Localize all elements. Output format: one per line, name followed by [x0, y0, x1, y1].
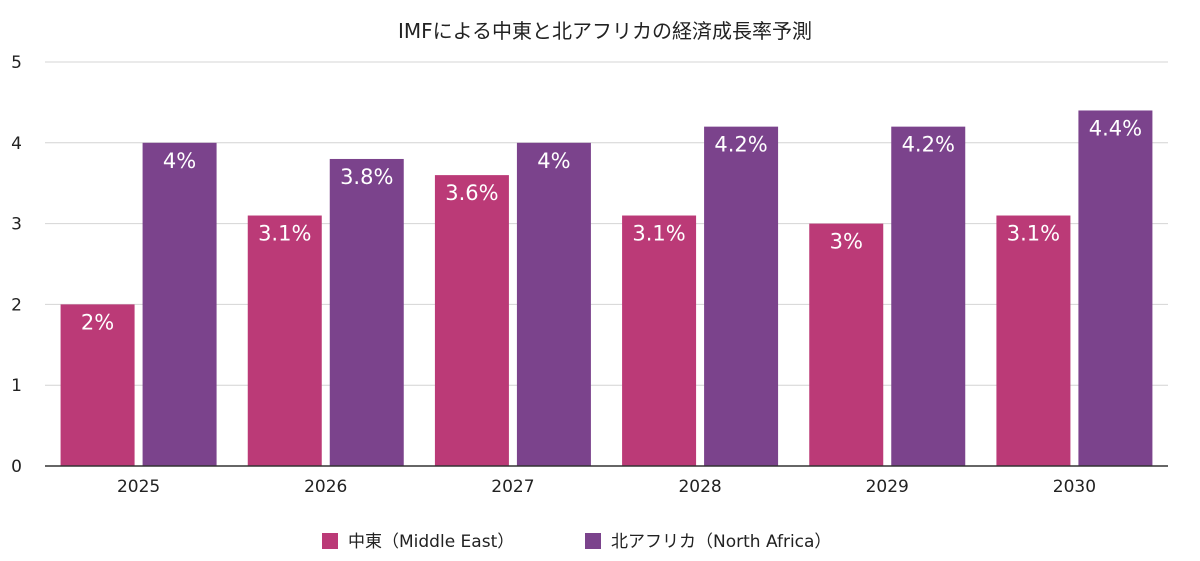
bar-middle-east-2029 [809, 223, 884, 466]
bar-north-africa-2028 [704, 126, 779, 466]
bar-middle-east-2026 [247, 215, 322, 466]
data-label: 3.6% [445, 181, 498, 205]
y-tick-label: 0 [11, 457, 22, 477]
legend-swatch [322, 533, 338, 549]
bar-north-africa-2030 [1078, 110, 1153, 466]
x-axis-ticks: 2025 2026 2027 2028 2029 2030 [117, 477, 1096, 497]
bar-north-africa-2026 [329, 158, 404, 466]
bar-north-africa-2029 [891, 126, 966, 466]
bar-middle-east-2030 [996, 215, 1071, 466]
data-labels: 2% 4% 3.1% 3.8% 3.6% 4% 3.1% 4.2% 3% 4.2% 3.1% 4.4% [81, 116, 1142, 334]
y-axis-ticks: 0 1 2 3 4 5 [11, 53, 22, 477]
data-label: 3.1% [632, 222, 685, 246]
bar-middle-east-2027 [434, 175, 509, 466]
bar-middle-east-2028 [622, 215, 697, 466]
x-tick-label: 2027 [491, 477, 534, 497]
x-tick-label: 2028 [678, 477, 721, 497]
x-tick-label: 2030 [1053, 477, 1096, 497]
chart-title: IMFによる中東と北アフリカの経済成長率予測 [398, 19, 812, 43]
legend: 中東（Middle East） 北アフリカ（North Africa） [322, 532, 831, 552]
data-label: 3.1% [258, 222, 311, 246]
bar-north-africa-2025 [142, 142, 217, 467]
bar-north-africa-2027 [516, 142, 591, 467]
bar-middle-east-2025 [60, 304, 135, 466]
data-label: 4.4% [1089, 116, 1142, 140]
data-label: 3.8% [340, 165, 393, 189]
y-tick-label: 3 [11, 215, 22, 235]
bars [60, 110, 1153, 467]
y-tick-label: 4 [11, 134, 22, 154]
data-label: 3% [830, 230, 863, 254]
x-tick-label: 2026 [304, 477, 347, 497]
x-tick-label: 2025 [117, 477, 160, 497]
data-label: 2% [81, 310, 114, 334]
y-tick-label: 2 [11, 295, 22, 315]
data-label: 4.2% [714, 133, 767, 157]
legend-label: 中東（Middle East） [348, 532, 514, 552]
data-label: 4% [163, 149, 196, 173]
gridlines [45, 61, 1168, 386]
data-label: 4% [537, 149, 570, 173]
y-tick-label: 5 [11, 53, 22, 73]
legend-swatch [585, 533, 601, 549]
data-label: 3.1% [1007, 222, 1060, 246]
y-tick-label: 1 [11, 376, 22, 396]
x-tick-label: 2029 [866, 477, 909, 497]
legend-label: 北アフリカ（North Africa） [611, 532, 831, 552]
data-label: 4.2% [902, 133, 955, 157]
